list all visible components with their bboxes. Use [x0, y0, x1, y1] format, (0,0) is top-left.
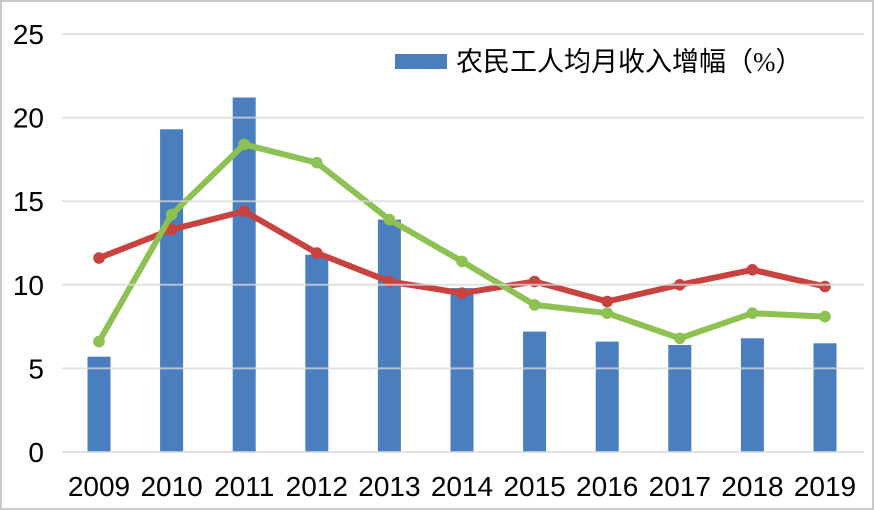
x-tick-label: 2011 — [214, 471, 274, 502]
x-tick-label: 2013 — [358, 471, 420, 502]
green-line-marker — [456, 255, 468, 268]
red-line-marker — [165, 223, 178, 236]
x-tick-label: 2012 — [286, 471, 348, 502]
x-tick-label: 2016 — [576, 471, 638, 502]
red-line-marker — [819, 280, 831, 293]
bar — [595, 341, 619, 452]
x-tick-label: 2014 — [431, 471, 493, 502]
y-tick-label: 25 — [13, 19, 44, 50]
bar — [450, 288, 474, 452]
red-line-marker — [311, 247, 323, 259]
x-tick-label: 2019 — [794, 471, 856, 502]
x-tick-label: 2009 — [68, 471, 130, 502]
green-line-marker — [674, 332, 686, 345]
red-line-marker — [746, 264, 759, 276]
bar — [160, 129, 184, 453]
red-line-marker — [456, 287, 468, 300]
green-line-marker — [383, 213, 396, 226]
y-tick-label: 5 — [28, 353, 44, 384]
y-tick-label: 15 — [13, 186, 44, 217]
bar — [740, 338, 764, 452]
y-tick-label: 10 — [13, 270, 44, 301]
bar — [232, 97, 256, 452]
green-line-marker — [819, 310, 831, 323]
green-line-marker — [528, 299, 541, 311]
x-tick-label: 2017 — [649, 471, 711, 502]
green-line-marker — [93, 335, 105, 348]
green-line-marker — [238, 138, 250, 151]
x-tick-label: 2015 — [503, 471, 565, 502]
bar — [87, 356, 111, 452]
x-tick-label: 2018 — [721, 471, 783, 502]
green-line-marker — [746, 307, 759, 320]
green-line-marker — [311, 156, 323, 169]
y-tick-label: 20 — [13, 103, 44, 134]
bar — [523, 331, 547, 452]
red-line-marker — [238, 205, 250, 217]
bar — [668, 345, 692, 452]
green-line-marker — [165, 208, 178, 221]
green-line-marker — [601, 307, 613, 320]
red-line-marker — [601, 295, 613, 308]
bar — [305, 254, 329, 452]
x-tick-label: 2010 — [140, 471, 202, 502]
y-tick-label: 0 — [28, 437, 44, 468]
bar — [813, 343, 837, 452]
red-line-marker — [93, 252, 105, 264]
bar — [377, 219, 401, 452]
